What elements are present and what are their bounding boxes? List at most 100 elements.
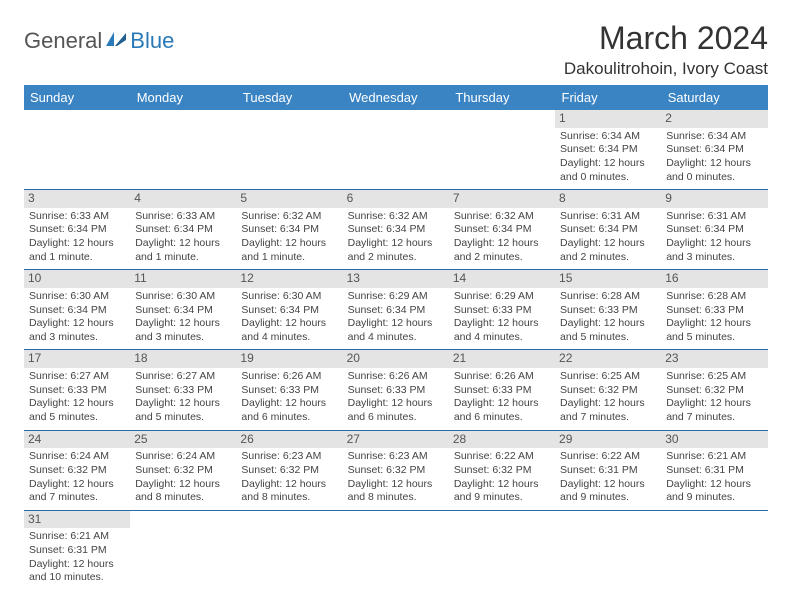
col-monday: Monday — [130, 85, 236, 110]
daylight-text: Daylight: 12 hours and 5 minutes. — [666, 317, 762, 344]
calendar-row: 3Sunrise: 6:33 AMSunset: 6:34 PMDaylight… — [24, 190, 768, 270]
sunrise-text: Sunrise: 6:21 AM — [29, 530, 125, 544]
sunset-text: Sunset: 6:34 PM — [135, 304, 231, 318]
calendar-cell — [343, 110, 449, 190]
daylight-text: Daylight: 12 hours and 2 minutes. — [560, 237, 656, 264]
calendar-cell — [555, 510, 661, 590]
calendar-cell: 17Sunrise: 6:27 AMSunset: 6:33 PMDayligh… — [24, 350, 130, 430]
calendar-cell: 28Sunrise: 6:22 AMSunset: 6:32 PMDayligh… — [449, 430, 555, 510]
daylight-text: Daylight: 12 hours and 5 minutes. — [560, 317, 656, 344]
calendar-cell — [236, 510, 342, 590]
daylight-text: Daylight: 12 hours and 8 minutes. — [241, 478, 337, 505]
daylight-text: Daylight: 12 hours and 3 minutes. — [135, 317, 231, 344]
col-saturday: Saturday — [661, 85, 767, 110]
sunset-text: Sunset: 6:33 PM — [241, 384, 337, 398]
sunrise-text: Sunrise: 6:28 AM — [666, 290, 762, 304]
daylight-text: Daylight: 12 hours and 6 minutes. — [454, 397, 550, 424]
day-number: 1 — [555, 110, 661, 128]
sunset-text: Sunset: 6:32 PM — [348, 464, 444, 478]
day-number: 22 — [555, 350, 661, 368]
daylight-text: Daylight: 12 hours and 1 minute. — [135, 237, 231, 264]
daylight-text: Daylight: 12 hours and 6 minutes. — [348, 397, 444, 424]
sunset-text: Sunset: 6:34 PM — [348, 304, 444, 318]
day-number: 18 — [130, 350, 236, 368]
daylight-text: Daylight: 12 hours and 10 minutes. — [29, 558, 125, 585]
sunrise-text: Sunrise: 6:24 AM — [29, 450, 125, 464]
sunset-text: Sunset: 6:33 PM — [348, 384, 444, 398]
day-number: 3 — [24, 190, 130, 208]
daylight-text: Daylight: 12 hours and 8 minutes. — [348, 478, 444, 505]
day-number: 14 — [449, 270, 555, 288]
sunset-text: Sunset: 6:33 PM — [29, 384, 125, 398]
calendar-cell: 14Sunrise: 6:29 AMSunset: 6:33 PMDayligh… — [449, 270, 555, 350]
calendar-cell: 11Sunrise: 6:30 AMSunset: 6:34 PMDayligh… — [130, 270, 236, 350]
day-number: 31 — [24, 511, 130, 529]
day-number: 21 — [449, 350, 555, 368]
page-header: General Blue March 2024 Dakoulitrohoin, … — [24, 20, 768, 79]
day-number: 16 — [661, 270, 767, 288]
calendar-cell: 23Sunrise: 6:25 AMSunset: 6:32 PMDayligh… — [661, 350, 767, 430]
sunrise-text: Sunrise: 6:22 AM — [560, 450, 656, 464]
col-thursday: Thursday — [449, 85, 555, 110]
calendar-cell — [24, 110, 130, 190]
day-number: 4 — [130, 190, 236, 208]
calendar-cell: 20Sunrise: 6:26 AMSunset: 6:33 PMDayligh… — [343, 350, 449, 430]
daylight-text: Daylight: 12 hours and 7 minutes. — [666, 397, 762, 424]
sunrise-text: Sunrise: 6:29 AM — [348, 290, 444, 304]
calendar-cell: 25Sunrise: 6:24 AMSunset: 6:32 PMDayligh… — [130, 430, 236, 510]
calendar-cell: 4Sunrise: 6:33 AMSunset: 6:34 PMDaylight… — [130, 190, 236, 270]
daylight-text: Daylight: 12 hours and 7 minutes. — [29, 478, 125, 505]
day-number: 9 — [661, 190, 767, 208]
sunrise-text: Sunrise: 6:21 AM — [666, 450, 762, 464]
sunrise-text: Sunrise: 6:32 AM — [454, 210, 550, 224]
day-number: 27 — [343, 431, 449, 449]
sunrise-text: Sunrise: 6:33 AM — [29, 210, 125, 224]
calendar-cell: 18Sunrise: 6:27 AMSunset: 6:33 PMDayligh… — [130, 350, 236, 430]
daylight-text: Daylight: 12 hours and 7 minutes. — [560, 397, 656, 424]
calendar-row: 17Sunrise: 6:27 AMSunset: 6:33 PMDayligh… — [24, 350, 768, 430]
sunset-text: Sunset: 6:34 PM — [666, 223, 762, 237]
daylight-text: Daylight: 12 hours and 9 minutes. — [560, 478, 656, 505]
daylight-text: Daylight: 12 hours and 1 minute. — [29, 237, 125, 264]
calendar-cell: 8Sunrise: 6:31 AMSunset: 6:34 PMDaylight… — [555, 190, 661, 270]
daylight-text: Daylight: 12 hours and 3 minutes. — [666, 237, 762, 264]
daylight-text: Daylight: 12 hours and 0 minutes. — [666, 157, 762, 184]
sunrise-text: Sunrise: 6:27 AM — [135, 370, 231, 384]
sunrise-text: Sunrise: 6:31 AM — [666, 210, 762, 224]
day-number: 20 — [343, 350, 449, 368]
sunrise-text: Sunrise: 6:23 AM — [241, 450, 337, 464]
sunset-text: Sunset: 6:34 PM — [560, 223, 656, 237]
sunrise-text: Sunrise: 6:23 AM — [348, 450, 444, 464]
calendar-cell: 13Sunrise: 6:29 AMSunset: 6:34 PMDayligh… — [343, 270, 449, 350]
calendar-table: Sunday Monday Tuesday Wednesday Thursday… — [24, 85, 768, 590]
calendar-cell: 1Sunrise: 6:34 AMSunset: 6:34 PMDaylight… — [555, 110, 661, 190]
sunrise-text: Sunrise: 6:32 AM — [241, 210, 337, 224]
calendar-cell: 15Sunrise: 6:28 AMSunset: 6:33 PMDayligh… — [555, 270, 661, 350]
sunset-text: Sunset: 6:32 PM — [666, 384, 762, 398]
day-number: 24 — [24, 431, 130, 449]
calendar-cell: 10Sunrise: 6:30 AMSunset: 6:34 PMDayligh… — [24, 270, 130, 350]
day-number: 7 — [449, 190, 555, 208]
sunset-text: Sunset: 6:34 PM — [241, 304, 337, 318]
day-number: 10 — [24, 270, 130, 288]
sunset-text: Sunset: 6:34 PM — [348, 223, 444, 237]
calendar-cell: 27Sunrise: 6:23 AMSunset: 6:32 PMDayligh… — [343, 430, 449, 510]
calendar-cell: 7Sunrise: 6:32 AMSunset: 6:34 PMDaylight… — [449, 190, 555, 270]
day-number: 11 — [130, 270, 236, 288]
day-number: 28 — [449, 431, 555, 449]
day-number: 26 — [236, 431, 342, 449]
sunrise-text: Sunrise: 6:34 AM — [560, 130, 656, 144]
calendar-cell — [236, 110, 342, 190]
sunrise-text: Sunrise: 6:34 AM — [666, 130, 762, 144]
sunset-text: Sunset: 6:31 PM — [29, 544, 125, 558]
brand-blue: Blue — [130, 28, 174, 54]
calendar-cell: 2Sunrise: 6:34 AMSunset: 6:34 PMDaylight… — [661, 110, 767, 190]
day-number: 5 — [236, 190, 342, 208]
sunset-text: Sunset: 6:34 PM — [666, 143, 762, 157]
calendar-cell: 5Sunrise: 6:32 AMSunset: 6:34 PMDaylight… — [236, 190, 342, 270]
sunset-text: Sunset: 6:33 PM — [135, 384, 231, 398]
col-tuesday: Tuesday — [236, 85, 342, 110]
daylight-text: Daylight: 12 hours and 6 minutes. — [241, 397, 337, 424]
day-number: 13 — [343, 270, 449, 288]
daylight-text: Daylight: 12 hours and 2 minutes. — [454, 237, 550, 264]
